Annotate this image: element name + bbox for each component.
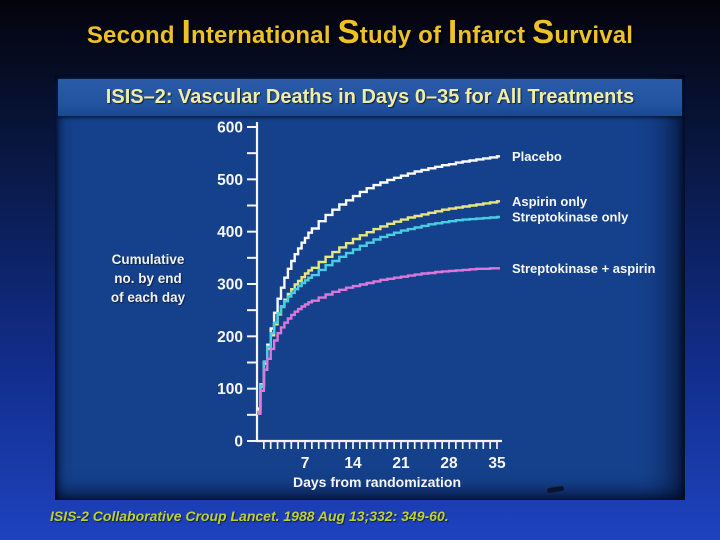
title-initial-letter: S xyxy=(532,13,555,50)
title-text-segment: tudy of xyxy=(359,22,449,49)
y-tick-label: 100 xyxy=(217,381,243,398)
legend-label-aspirin-only: Aspirin only xyxy=(512,194,588,209)
y-axis-title-line3: of each day xyxy=(110,290,186,305)
legend-label-placebo: Placebo xyxy=(512,149,562,164)
x-tick-label: 35 xyxy=(488,455,506,472)
y-axis-title: Cumulative no. by end of each day xyxy=(83,250,213,307)
title-initial-letter: I xyxy=(448,13,458,50)
y-tick-label: 400 xyxy=(217,224,243,241)
x-tick-label: 7 xyxy=(301,455,310,472)
x-tick-label: 21 xyxy=(392,455,410,472)
chart-title: ISIS–2: Vascular Deaths in Days 0–35 for… xyxy=(105,86,635,108)
title-initial-letter: I xyxy=(181,13,191,50)
legend-label-streptokinase-aspirin: Streptokinase + aspirin xyxy=(512,261,655,276)
title-text-segment: urvival xyxy=(554,22,634,49)
title-initial-letter: S xyxy=(337,13,360,50)
chart-plot-area: 0 100 200 300 400 500 600 7 14 21 28 35 Placebo Aspir… xyxy=(217,120,655,491)
x-tick-label: 28 xyxy=(440,455,458,472)
y-axis-title-line1: Cumulative xyxy=(111,252,185,267)
chart-figure: ISIS–2: Vascular Deaths in Days 0–35 for… xyxy=(55,75,685,500)
y-tick-label: 500 xyxy=(217,172,243,189)
title-text-segment: nfarct xyxy=(457,22,533,49)
title-text-segment: nternational xyxy=(190,22,338,49)
citation-text: ISIS-2 Collaborative Croup Lancet. 1988 … xyxy=(50,508,449,524)
y-tick-label: 300 xyxy=(217,277,243,294)
chart-title-band: ISIS–2: Vascular Deaths in Days 0–35 for… xyxy=(58,79,682,116)
y-tick-label: 200 xyxy=(217,329,243,346)
x-axis-title: Days from randomization xyxy=(293,474,461,490)
curve-streptokinase-only xyxy=(257,215,500,414)
y-tick-label: 0 xyxy=(234,434,243,451)
slide-title: Second International Study of Infarct Su… xyxy=(0,9,720,59)
curve-aspirin-only xyxy=(257,200,500,412)
y-axis-title-line2: no. by end xyxy=(114,271,182,286)
legend-label-streptokinase-only: Streptokinase only xyxy=(512,210,629,225)
curve-streptokinase-aspirin xyxy=(257,267,500,415)
title-text-segment: Second xyxy=(86,22,182,49)
y-tick-label: 600 xyxy=(217,120,243,137)
x-tick-label: 14 xyxy=(344,455,362,472)
curve-placebo xyxy=(257,155,500,410)
